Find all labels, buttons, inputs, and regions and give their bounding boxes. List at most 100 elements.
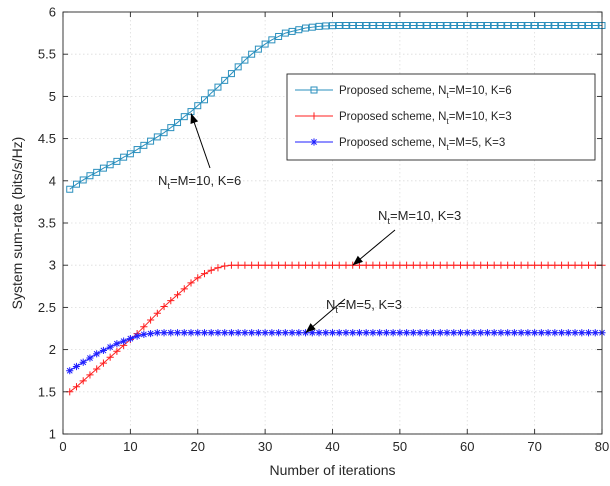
data-point: [301, 261, 310, 269]
data-point: [389, 22, 397, 30]
data-point: [510, 261, 519, 269]
data-point: [335, 329, 343, 337]
data-point: [113, 340, 121, 348]
data-point: [254, 261, 262, 269]
annotation-arrowhead: [190, 113, 199, 125]
annotation-arrowhead: [352, 255, 363, 266]
data-point: [281, 29, 289, 37]
data-point: [268, 36, 276, 44]
data-point: [524, 22, 532, 30]
data-point: [200, 96, 208, 104]
x-tick-label: 10: [123, 439, 137, 454]
data-point: [227, 329, 236, 337]
data-point: [551, 261, 559, 269]
data-point: [140, 323, 148, 331]
legend-box: [286, 73, 596, 161]
data-point: [328, 329, 337, 337]
data-point: [147, 137, 155, 145]
legend-marker: [310, 112, 318, 120]
data-point: [261, 261, 269, 269]
legend-label: Proposed scheme, Nt=M=5, K=3: [339, 137, 505, 152]
data-point: [227, 70, 235, 78]
data-point: [254, 45, 262, 53]
data-point: [483, 261, 492, 269]
data-point: [524, 261, 532, 269]
data-point: [234, 63, 242, 71]
data-point: [504, 329, 512, 337]
data-point: [72, 180, 80, 188]
y-tick-label: 2: [49, 342, 56, 357]
data-point: [376, 261, 384, 269]
data-point: [140, 330, 148, 339]
data-point: [86, 354, 94, 362]
data-point: [389, 329, 397, 337]
data-point: [497, 261, 505, 269]
data-point: [531, 22, 539, 30]
y-tick-label: 3.5: [38, 216, 56, 231]
data-point: [268, 261, 276, 269]
y-tick-label: 1.5: [38, 384, 56, 399]
data-point: [450, 329, 458, 337]
data-point: [221, 76, 229, 84]
data-point: [295, 329, 303, 337]
data-point: [126, 150, 134, 158]
data-point: [416, 329, 424, 337]
data-point: [187, 329, 195, 337]
data-point: [160, 129, 168, 137]
y-tick-label: 4: [49, 173, 56, 188]
data-point: [450, 261, 458, 269]
data-point: [275, 261, 283, 269]
data-point: [302, 24, 310, 32]
x-tick-label: 40: [325, 439, 339, 454]
data-point: [443, 22, 451, 30]
data-point: [423, 22, 431, 30]
data-point: [362, 22, 370, 30]
data-point: [483, 22, 491, 30]
annotations: Nt=M=10, K=6 Nt=M=10, K=3 Nt=M=5, K=3: [158, 113, 461, 334]
data-point: [430, 22, 438, 30]
data-point: [315, 22, 323, 30]
data-point: [537, 22, 545, 30]
data-point: [180, 329, 188, 337]
data-point: [403, 329, 411, 337]
data-point: [369, 261, 377, 269]
data-point: [457, 22, 465, 30]
data-point: [416, 261, 424, 269]
data-point: [120, 153, 128, 161]
y-tick-label: 5: [49, 89, 56, 104]
data-point: [517, 261, 525, 269]
data-point: [423, 261, 431, 269]
data-point: [214, 83, 222, 91]
data-point: [456, 261, 465, 269]
data-point: [362, 261, 370, 269]
data-point: [504, 22, 512, 30]
data-point: [140, 141, 148, 149]
x-tick-label: 80: [595, 439, 609, 454]
data-point: [436, 261, 444, 269]
data-point: [113, 347, 121, 355]
data-point: [423, 329, 431, 337]
data-point: [214, 329, 222, 337]
y-tick-label: 1: [49, 427, 56, 442]
data-point: [93, 168, 101, 176]
legend-marker: [310, 138, 318, 146]
data-point: [93, 365, 101, 373]
data-point: [275, 32, 283, 40]
data-point: [470, 22, 478, 30]
data-point: [133, 146, 141, 154]
data-point: [497, 329, 505, 337]
data-point: [268, 329, 276, 337]
data-point: [227, 261, 236, 269]
data-point: [463, 22, 471, 30]
data-point: [578, 329, 586, 337]
annotation-arrowhead: [305, 323, 316, 333]
data-point: [160, 302, 168, 311]
data-point: [416, 22, 424, 30]
data-point: [578, 22, 586, 30]
data-point: [329, 22, 336, 30]
data-point: [167, 297, 175, 305]
data-point: [585, 22, 593, 30]
legend-entry-1: Proposed scheme, Nt=M=10, K=6: [295, 85, 512, 100]
axis-ticks: 0 10 20 30 40 50 60 70 80 1 1.5 2 2.5 3 3.5 4 4.5 5 5.5 6: [38, 5, 609, 455]
